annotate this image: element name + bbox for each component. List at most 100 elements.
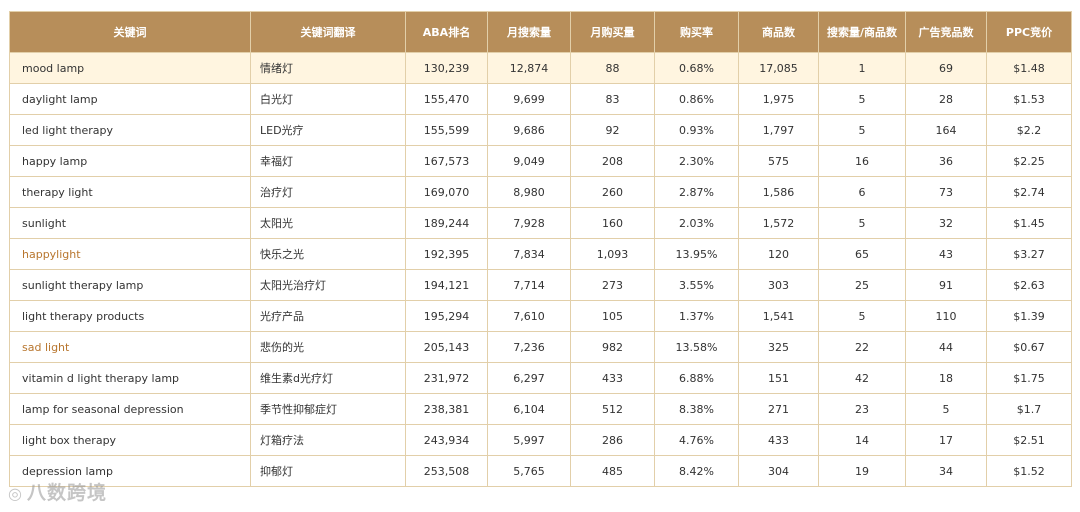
cell-aba-rank: 155,470: [405, 83, 488, 115]
cell-purchase-rate: 6.88%: [654, 362, 739, 394]
cell-translation: 情绪灯: [250, 52, 406, 84]
cell-purchase-rate: 4.76%: [654, 424, 739, 456]
cell-purchase-rate: 13.58%: [654, 331, 739, 363]
cell-ad-competitors: 44: [905, 331, 987, 363]
cell-ppc: $2.63: [986, 269, 1072, 301]
cell-keyword: lamp for seasonal depression: [9, 393, 251, 425]
table-row[interactable]: depression lamp 抑郁灯 253,508 5,765 485 8.42% 30…: [9, 455, 1072, 487]
cell-aba-rank: 194,121: [405, 269, 488, 301]
table-row[interactable]: happy lamp 幸福灯 167,573 9,049 208 2.30% 575 16 36…: [9, 145, 1072, 177]
table-row[interactable]: lamp for seasonal depression 季节性抑郁症灯 238,3…: [9, 393, 1072, 425]
table-row[interactable]: sunlight therapy lamp 太阳光治疗灯 194,121 7,714 2…: [9, 269, 1072, 301]
cell-translation: 白光灯: [250, 83, 406, 115]
cell-aba-rank: 189,244: [405, 207, 488, 239]
cell-translation: 治疗灯: [250, 176, 406, 208]
column-header-search-per-product[interactable]: 搜索量/商品数: [818, 11, 906, 53]
cell-ppc: $2.2: [986, 114, 1072, 146]
cell-products: 575: [738, 145, 819, 177]
cell-translation: LED光疗: [250, 114, 406, 146]
cell-monthly-purchase: 208: [570, 145, 655, 177]
cell-products: 1,572: [738, 207, 819, 239]
cell-purchase-rate: 0.86%: [654, 83, 739, 115]
cell-monthly-search: 9,699: [487, 83, 571, 115]
cell-search-per-product: 16: [818, 145, 906, 177]
table-row[interactable]: happylight 快乐之光 192,395 7,834 1,093 13.95% 120…: [9, 238, 1072, 270]
cell-keyword: depression lamp: [9, 455, 251, 487]
cell-search-per-product: 5: [818, 207, 906, 239]
cell-monthly-purchase: 83: [570, 83, 655, 115]
cell-monthly-purchase: 273: [570, 269, 655, 301]
cell-purchase-rate: 2.87%: [654, 176, 739, 208]
table-row[interactable]: sad light 悲伤的光 205,143 7,236 982 13.58% 325 22 4…: [9, 331, 1072, 363]
table-row[interactable]: light box therapy 灯箱疗法 243,934 5,997 286 4.76…: [9, 424, 1072, 456]
cell-ad-competitors: 69: [905, 52, 987, 84]
cell-ppc: $1.53: [986, 83, 1072, 115]
column-header-ppc[interactable]: PPC竞价: [986, 11, 1072, 53]
cell-ad-competitors: 91: [905, 269, 987, 301]
cell-ad-competitors: 110: [905, 300, 987, 332]
cell-aba-rank: 167,573: [405, 145, 488, 177]
cell-monthly-search: 8,980: [487, 176, 571, 208]
cell-monthly-purchase: 88: [570, 52, 655, 84]
watermark-logo-icon: ◎: [8, 484, 23, 503]
column-header-keyword[interactable]: 关键词: [9, 11, 251, 53]
table-header-row: 关键词 关键词翻译 ABA排名 月搜索量 月购买量 购买率 商品数 搜索量/商品…: [9, 11, 1072, 53]
cell-keyword: happy lamp: [9, 145, 251, 177]
table-row[interactable]: sunlight 太阳光 189,244 7,928 160 2.03% 1,572 5 32 $…: [9, 207, 1072, 239]
cell-translation: 维生素d光疗灯: [250, 362, 406, 394]
column-header-products[interactable]: 商品数: [738, 11, 819, 53]
table-row[interactable]: vitamin d light therapy lamp 维生素d光疗灯 231,9…: [9, 362, 1072, 394]
cell-ad-competitors: 17: [905, 424, 987, 456]
cell-ad-competitors: 28: [905, 83, 987, 115]
column-header-purchase-rate[interactable]: 购买率: [654, 11, 739, 53]
cell-purchase-rate: 2.03%: [654, 207, 739, 239]
cell-keyword: sunlight therapy lamp: [9, 269, 251, 301]
table-row[interactable]: light therapy products 光疗产品 195,294 7,610 10…: [9, 300, 1072, 332]
column-header-aba-rank[interactable]: ABA排名: [405, 11, 488, 53]
cell-keyword: happylight: [9, 238, 251, 270]
column-header-ad-competitors[interactable]: 广告竞品数: [905, 11, 987, 53]
column-header-monthly-purchase[interactable]: 月购买量: [570, 11, 655, 53]
cell-keyword: therapy light: [9, 176, 251, 208]
cell-search-per-product: 6: [818, 176, 906, 208]
cell-translation: 太阳光治疗灯: [250, 269, 406, 301]
cell-ppc: $1.75: [986, 362, 1072, 394]
cell-ppc: $2.51: [986, 424, 1072, 456]
cell-purchase-rate: 13.95%: [654, 238, 739, 270]
table-row[interactable]: mood lamp 情绪灯 130,239 12,874 88 0.68% 17,085 1 6…: [9, 52, 1072, 84]
cell-ad-competitors: 73: [905, 176, 987, 208]
cell-aba-rank: 205,143: [405, 331, 488, 363]
cell-purchase-rate: 2.30%: [654, 145, 739, 177]
cell-ppc: $1.52: [986, 455, 1072, 487]
cell-monthly-search: 5,765: [487, 455, 571, 487]
column-header-monthly-search[interactable]: 月搜索量: [487, 11, 571, 53]
table-row[interactable]: daylight lamp 白光灯 155,470 9,699 83 0.86% 1,975…: [9, 83, 1072, 115]
cell-products: 151: [738, 362, 819, 394]
cell-monthly-search: 7,610: [487, 300, 571, 332]
cell-purchase-rate: 8.38%: [654, 393, 739, 425]
column-header-translation[interactable]: 关键词翻译: [250, 11, 406, 53]
cell-search-per-product: 25: [818, 269, 906, 301]
cell-search-per-product: 42: [818, 362, 906, 394]
cell-monthly-search: 6,104: [487, 393, 571, 425]
cell-products: 1,975: [738, 83, 819, 115]
cell-keyword: sunlight: [9, 207, 251, 239]
cell-purchase-rate: 3.55%: [654, 269, 739, 301]
cell-purchase-rate: 8.42%: [654, 455, 739, 487]
cell-monthly-purchase: 160: [570, 207, 655, 239]
cell-aba-rank: 231,972: [405, 362, 488, 394]
cell-monthly-search: 7,236: [487, 331, 571, 363]
cell-monthly-purchase: 1,093: [570, 238, 655, 270]
cell-monthly-search: 7,714: [487, 269, 571, 301]
cell-keyword: daylight lamp: [9, 83, 251, 115]
cell-aba-rank: 155,599: [405, 114, 488, 146]
cell-monthly-search: 5,997: [487, 424, 571, 456]
cell-ppc: $1.39: [986, 300, 1072, 332]
cell-aba-rank: 243,934: [405, 424, 488, 456]
cell-purchase-rate: 0.68%: [654, 52, 739, 84]
cell-translation: 季节性抑郁症灯: [250, 393, 406, 425]
keyword-table: 关键词 关键词翻译 ABA排名 月搜索量 月购买量 购买率 商品数 搜索量/商品…: [9, 11, 1072, 487]
table-row[interactable]: therapy light 治疗灯 169,070 8,980 260 2.87% 1,58…: [9, 176, 1072, 208]
table-row[interactable]: led light therapy LED光疗 155,599 9,686 92 0.93…: [9, 114, 1072, 146]
cell-aba-rank: 238,381: [405, 393, 488, 425]
